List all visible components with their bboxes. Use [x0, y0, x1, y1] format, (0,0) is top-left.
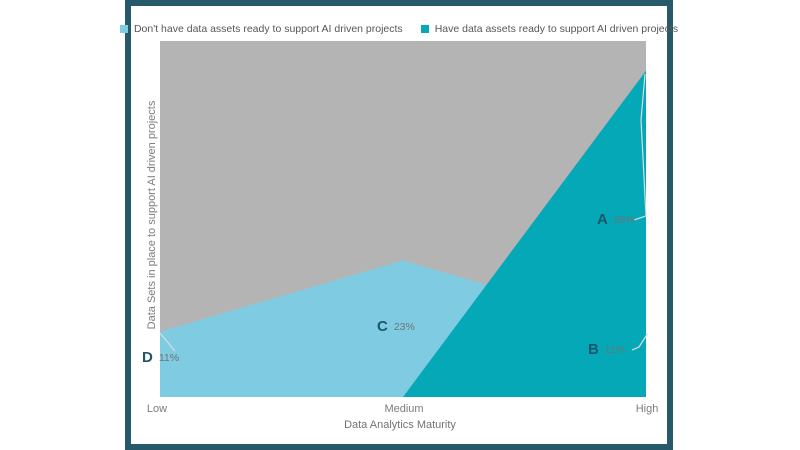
legend-label: Have data assets ready to support AI dri… [434, 23, 679, 35]
x-tick-medium: Medium [384, 403, 424, 415]
legend: Don't have data assets ready to support … [119, 21, 678, 37]
annotation-letter: D [142, 348, 153, 366]
annotation-letter: A [597, 210, 608, 228]
y-axis-title: Data Sets in place to support AI driven … [146, 100, 158, 330]
legend-swatch-icon [420, 25, 429, 33]
annotation-letter: B [588, 340, 599, 358]
annotation-c: C 23% [377, 318, 415, 334]
annotation-d: D 11% [142, 349, 179, 365]
annotation-letter: C [377, 317, 388, 335]
annotation-value: 11% [604, 343, 626, 356]
annotation-a: A 55% [597, 211, 635, 227]
annotation-value: 55% [613, 213, 635, 226]
annotation-value: 11% [158, 351, 180, 364]
legend-label: Don't have data assets ready to support … [133, 23, 403, 35]
legend-item-have: Have data assets ready to support AI dri… [420, 23, 679, 35]
annotation-value: 23% [393, 320, 415, 333]
x-tick-high: High [635, 403, 659, 415]
legend-item-dont-have: Don't have data assets ready to support … [119, 23, 403, 35]
legend-swatch-icon [119, 25, 128, 33]
x-axis-title: Data Analytics Maturity [344, 419, 456, 431]
annotation-b: B 11% [588, 341, 625, 357]
x-tick-low: Low [146, 403, 168, 415]
chart-frame-border [125, 0, 673, 450]
